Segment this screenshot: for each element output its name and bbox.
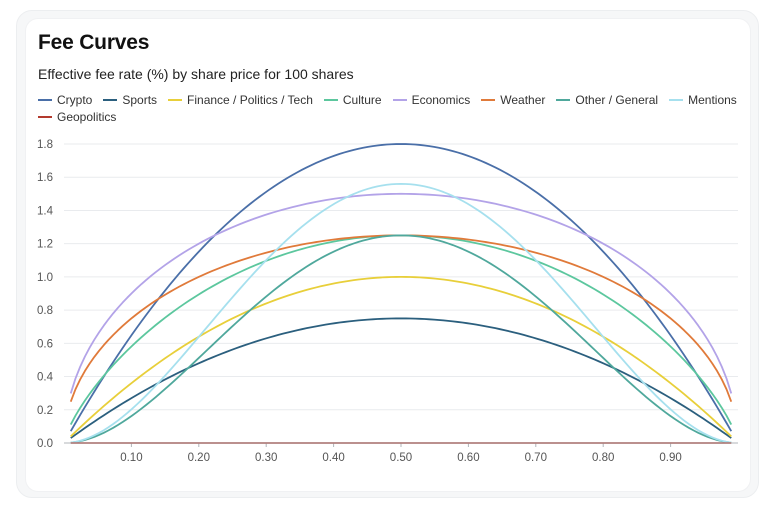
legend-item[interactable]: Crypto bbox=[38, 92, 92, 107]
chart-subtitle: Effective fee rate (%) by share price fo… bbox=[38, 66, 354, 82]
legend-label: Weather bbox=[500, 92, 546, 107]
legend-swatch bbox=[323, 98, 338, 101]
legend-swatch bbox=[38, 98, 52, 101]
y-tick-label: 0.4 bbox=[37, 372, 54, 384]
legend-swatch bbox=[392, 98, 407, 101]
x-tick-label: 0.80 bbox=[592, 452, 614, 464]
x-tick-label: 0.30 bbox=[255, 452, 277, 464]
y-tick-label: 1.8 bbox=[37, 139, 53, 151]
y-tick-label: 0.8 bbox=[37, 305, 53, 317]
legend-label: Culture bbox=[342, 92, 382, 107]
y-tick-label: 1.0 bbox=[37, 272, 53, 284]
x-tick-label: 0.70 bbox=[525, 452, 547, 464]
series-line bbox=[70, 275, 732, 438]
x-tick-label: 0.60 bbox=[457, 452, 479, 464]
legend-label: Sports bbox=[122, 92, 158, 107]
legend-swatch bbox=[168, 98, 183, 101]
legend-item[interactable]: Finance / Politics / Tech bbox=[168, 92, 313, 107]
legend-swatch bbox=[669, 98, 684, 101]
legend-swatch bbox=[556, 98, 571, 101]
legend-label: Finance / Politics / Tech bbox=[187, 92, 313, 107]
chart-card: Fee Curves Effective fee rate (%) by sha… bbox=[26, 19, 750, 491]
legend-swatch bbox=[481, 98, 496, 101]
legend-item[interactable]: Geopolitics bbox=[38, 109, 116, 124]
series-line bbox=[69, 143, 733, 432]
legend-label: Other / General bbox=[575, 92, 659, 107]
y-tick-label: 0.0 bbox=[37, 438, 53, 450]
y-tick-label: 0.2 bbox=[37, 405, 53, 417]
x-tick-label: 0.90 bbox=[659, 452, 681, 464]
x-tick-label: 0.50 bbox=[390, 452, 412, 464]
y-tick-label: 0.6 bbox=[37, 338, 53, 350]
x-tick-label: 0.40 bbox=[322, 452, 344, 464]
legend-label: Economics bbox=[411, 92, 471, 107]
legend-label: Geopolitics bbox=[57, 109, 117, 124]
y-tick-label: 1.6 bbox=[37, 172, 53, 184]
y-tick-label: 1.2 bbox=[37, 239, 53, 251]
legend-item[interactable]: Sports bbox=[103, 92, 157, 107]
legend-swatch bbox=[38, 115, 52, 118]
legend-item[interactable]: Mentions bbox=[669, 92, 737, 107]
legend-swatch bbox=[103, 98, 118, 101]
series-line bbox=[70, 182, 732, 444]
legend-item[interactable]: Culture bbox=[323, 92, 382, 107]
x-tick-label: 0.20 bbox=[188, 452, 210, 464]
series-line bbox=[70, 234, 732, 444]
chart-legend: Crypto Sports Finance / Politics / Tech Cul… bbox=[38, 92, 750, 124]
chart-outer-frame: Fee Curves Effective fee rate (%) by sha… bbox=[16, 10, 759, 498]
x-tick-label: 0.10 bbox=[120, 452, 142, 464]
legend-label: Mentions bbox=[688, 92, 737, 107]
series-line bbox=[69, 192, 733, 394]
series-line bbox=[69, 234, 733, 425]
series-line bbox=[70, 317, 732, 439]
legend-item[interactable]: Other / General bbox=[556, 92, 658, 107]
y-tick-label: 1.4 bbox=[37, 205, 54, 217]
legend-item[interactable]: Economics bbox=[392, 92, 471, 107]
legend-item[interactable]: Weather bbox=[481, 92, 545, 107]
chart-title: Fee Curves bbox=[38, 31, 150, 54]
legend-label: Crypto bbox=[57, 92, 93, 107]
